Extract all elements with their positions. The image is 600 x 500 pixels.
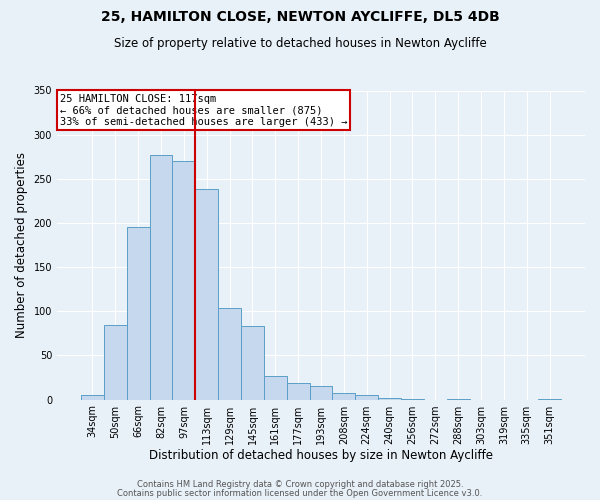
Bar	[104, 326, 127, 400]
Bar	[310, 386, 332, 400]
Text: 25 HAMILTON CLOSE: 117sqm
← 66% of detached houses are smaller (875)
33% of semi: 25 HAMILTON CLOSE: 117sqm ← 66% of detac…	[59, 94, 347, 127]
Text: Contains HM Land Registry data © Crown copyright and database right 2025.: Contains HM Land Registry data © Crown c…	[137, 480, 463, 489]
Y-axis label: Number of detached properties: Number of detached properties	[15, 152, 28, 338]
Bar	[355, 395, 378, 400]
Bar	[538, 398, 561, 400]
Text: 25, HAMILTON CLOSE, NEWTON AYCLIFFE, DL5 4DB: 25, HAMILTON CLOSE, NEWTON AYCLIFFE, DL5…	[101, 10, 499, 24]
Bar	[81, 395, 104, 400]
Bar	[332, 394, 355, 400]
Bar	[127, 228, 149, 400]
Bar	[149, 155, 172, 400]
Text: Size of property relative to detached houses in Newton Aycliffe: Size of property relative to detached ho…	[113, 38, 487, 51]
Bar	[172, 161, 196, 400]
Bar	[287, 383, 310, 400]
Bar	[196, 190, 218, 400]
X-axis label: Distribution of detached houses by size in Newton Aycliffe: Distribution of detached houses by size …	[149, 450, 493, 462]
Bar	[218, 308, 241, 400]
Bar	[241, 326, 264, 400]
Bar	[401, 398, 424, 400]
Bar	[264, 376, 287, 400]
Bar	[447, 398, 470, 400]
Bar	[378, 398, 401, 400]
Text: Contains public sector information licensed under the Open Government Licence v3: Contains public sector information licen…	[118, 488, 482, 498]
